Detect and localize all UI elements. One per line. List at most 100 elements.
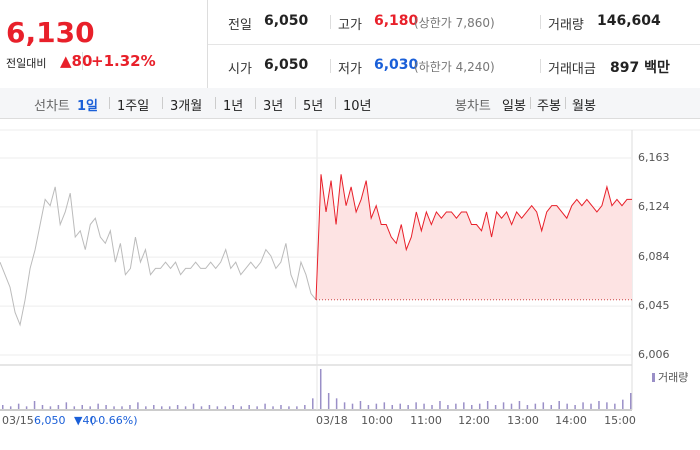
tab[interactable]: 3개월 [170,99,203,114]
volume-bar [407,405,409,409]
tab[interactable]: 주봉 [537,99,561,114]
volume-bar [145,406,147,409]
volume-bar [153,405,155,409]
volume-bar [129,405,131,409]
volume-bar [2,405,4,409]
volume-bar [160,406,163,409]
volume-bar [463,402,465,409]
tab[interactable]: 1년 [223,99,244,114]
stat-value: 6,050 [264,13,309,29]
volume-bar [296,406,298,409]
stat-label: 전일 [228,18,252,33]
volume-bar [176,405,179,409]
volume-bar [375,403,378,409]
tab-sep [215,97,216,109]
volume-bar [280,405,282,409]
price: 6,130 [6,16,95,49]
volume-bar [518,401,521,409]
volume-bar [471,405,473,409]
x-tick-label: 14:00 [555,414,587,427]
volume-bar [343,402,346,409]
prev-day-change: ▼40 [74,414,96,427]
volume-bar [105,405,107,409]
volume-bar [256,406,258,409]
volume-bar [534,403,537,409]
stat-value: 146,604 [597,13,661,29]
tab-sep [335,97,336,109]
rate: +1.32% [82,52,156,70]
volume-bar [359,401,362,409]
tab[interactable]: 일봉 [502,99,526,114]
volume-bar [168,406,171,409]
tab-sep [565,97,566,109]
volume-bar [81,405,83,409]
stat-value: 6,050 [264,57,309,73]
stat-label: 시가 [228,62,252,77]
volume-bar [17,403,20,409]
stat-note: (하한가 4,240) [414,60,495,74]
stat-divider [540,59,541,73]
volume-bar [264,403,266,409]
header: 6,130 전일대비 ▲80 +1.32% 전일 6,050 고가 6,180 (상한가… [0,0,700,89]
x-tick-label: 11:00 [410,414,442,427]
volume-bar [447,405,449,409]
volume-bar [9,406,12,409]
tab[interactable]: 월봉 [572,99,596,114]
price-box [0,0,208,88]
prev-day-rate: (-0.66%) [90,414,138,427]
tab-sep [530,97,531,109]
volume-bar [200,406,203,409]
volume-bar [550,405,553,409]
y-tick-label: 6,084 [638,250,670,263]
volume-bar [494,405,497,409]
volume-bar [312,398,314,409]
tab[interactable]: 1주일 [117,99,150,114]
stat-label: 거래량 [548,18,584,33]
volume-bar [304,405,306,409]
x-tick-label: 03/15 [2,414,34,427]
tab-bar: 선차트 1일 1주일 3개월 1년 3년 5년 10년 봉차트 일봉 주봉 월봉 [0,88,700,119]
volume-bar [73,406,76,409]
volume-bar [478,403,481,409]
volume-bar [327,393,330,409]
tab[interactable]: 3년 [263,99,284,114]
stat-divider [330,15,331,29]
volume-bar [439,401,441,409]
volume-bar [113,406,115,409]
tab-group-label: 봉차트 [455,99,491,114]
stat-value: 897 백만 [610,60,670,76]
volume-bar [319,369,322,409]
change: ▲80 [60,52,93,70]
volume-bar [137,402,139,409]
x-tick-label: 03/18 [316,414,348,427]
volume-bar [288,406,290,409]
volume-bar [431,405,433,409]
legend-label: 거래량 [658,371,688,384]
volume-bar [502,402,505,409]
tab-sep [162,97,163,109]
volume-bar [41,405,44,409]
volume-bar [248,405,250,409]
volume-bar [97,403,99,409]
volume-bar [383,402,386,409]
volume-bar [630,393,632,409]
volume-bar [415,402,417,409]
tab[interactable]: 5년 [303,99,324,114]
line [315,174,632,300]
tab[interactable]: 10년 [343,99,372,114]
volume-bar [208,405,211,409]
volume-bar [57,405,60,409]
volume-bar [89,406,91,409]
volume-bar [33,401,36,409]
tab[interactable]: 1일 [77,99,99,114]
tab-group-label: 선차트 [34,99,70,114]
stat-note: (상한가 7,860) [414,16,495,30]
volume-bar [335,398,338,409]
volume-bar [614,403,616,409]
tab-sep [109,97,110,109]
volume-bar [542,402,545,409]
x-tick-label: 10:00 [361,414,393,427]
volume-bar [455,403,457,409]
